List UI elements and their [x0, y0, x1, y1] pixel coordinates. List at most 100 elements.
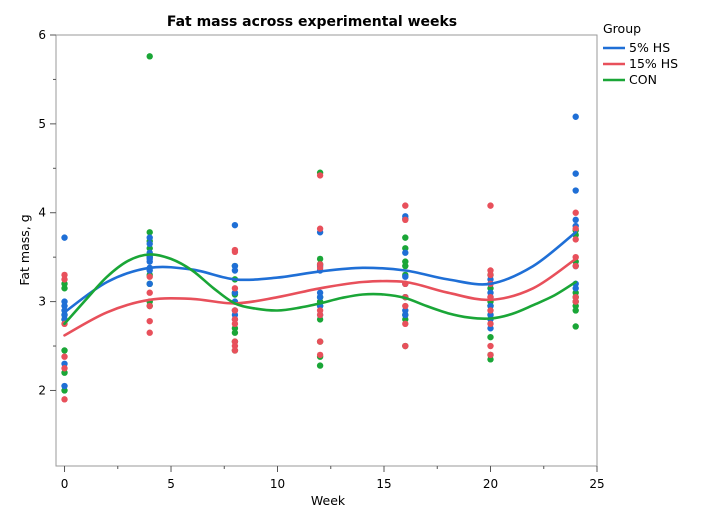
data-point [61, 271, 68, 279]
data-point [572, 113, 579, 120]
data-point [231, 320, 239, 328]
data-point [61, 298, 68, 305]
data-point [316, 362, 324, 369]
data-point [146, 317, 153, 325]
data-point [231, 342, 239, 350]
data-point [316, 225, 324, 232]
data-point [572, 225, 579, 232]
data-point [487, 285, 494, 292]
data-point [487, 271, 494, 279]
data-point [487, 325, 494, 332]
x-tick-label: 0 [61, 477, 69, 491]
data-point [402, 311, 409, 319]
data-point [402, 262, 409, 270]
y-tick-label: 4 [38, 206, 46, 220]
data-point [316, 293, 324, 301]
data-point [316, 311, 324, 319]
data-point [316, 338, 324, 345]
data-point [402, 342, 409, 350]
data-point [487, 311, 494, 319]
data-point [316, 351, 324, 359]
data-point [231, 262, 239, 270]
x-axis: 0 5 10 15 20 25 [61, 466, 605, 491]
data-point [487, 202, 494, 209]
data-point [572, 302, 579, 310]
data-point [316, 307, 324, 314]
data-point [61, 365, 68, 372]
data-point [231, 311, 239, 319]
x-tick-label: 5 [167, 477, 175, 491]
data-point [231, 307, 239, 314]
x-tick-label: 20 [483, 477, 498, 491]
data-point [402, 234, 409, 241]
data-point [487, 333, 494, 341]
data-point [61, 353, 68, 360]
data-point [231, 347, 239, 354]
data-point [146, 273, 153, 280]
data-point [572, 209, 579, 216]
y-axis: 2 3 4 5 6 [38, 28, 56, 397]
data-point [61, 311, 68, 319]
data-point [487, 276, 494, 283]
data-point [316, 316, 324, 323]
data-point [487, 302, 494, 310]
data-point [61, 285, 68, 292]
y-tick-label: 6 [38, 28, 46, 42]
data-point [61, 276, 68, 283]
x-axis-label: Week [311, 493, 346, 508]
data-point [146, 245, 153, 252]
data-point [402, 258, 409, 265]
data-point [402, 273, 409, 280]
data-point [316, 264, 324, 272]
data-point [402, 202, 409, 209]
x-tick-label: 10 [270, 477, 285, 491]
data-point [402, 316, 409, 323]
data-point [402, 249, 409, 256]
data-point [572, 262, 579, 270]
data-point [61, 396, 68, 403]
data-point [572, 293, 579, 301]
data-point [487, 351, 494, 359]
y-tick-label: 2 [38, 383, 46, 397]
data-point [572, 289, 579, 296]
chart-title: Fat mass across experimental weeks [167, 14, 457, 30]
plot-area [55, 34, 598, 467]
data-point [61, 280, 68, 288]
trend-line [63, 253, 577, 326]
data-point [231, 329, 239, 336]
data-point [61, 234, 68, 241]
data-point [487, 267, 494, 274]
data-point [231, 267, 239, 274]
data-point [146, 234, 153, 241]
data-point [572, 216, 579, 224]
data-point [146, 229, 153, 236]
data-point [487, 320, 494, 328]
data-point [572, 298, 579, 305]
data-point [146, 280, 153, 288]
x-tick-label: 25 [589, 477, 604, 491]
trend-line [63, 257, 577, 337]
trend-lines [63, 231, 577, 337]
legend-entry: CON [629, 72, 657, 87]
x-tick-label: 15 [376, 477, 391, 491]
data-point [231, 221, 239, 229]
data-point [572, 236, 579, 243]
data-point [402, 216, 409, 224]
data-point [61, 347, 68, 354]
data-point [146, 53, 153, 60]
data-point [146, 289, 153, 296]
data-point [231, 285, 239, 292]
data-point [231, 338, 239, 345]
data-point [572, 307, 579, 314]
trend-line [63, 231, 577, 314]
data-point [572, 285, 579, 292]
data-point [402, 307, 409, 314]
data-point [231, 248, 239, 256]
data-point [316, 255, 324, 263]
data-point [487, 342, 494, 350]
data-point [231, 325, 239, 332]
legend-entry: 5% HS [629, 40, 670, 55]
data-point [572, 187, 579, 194]
